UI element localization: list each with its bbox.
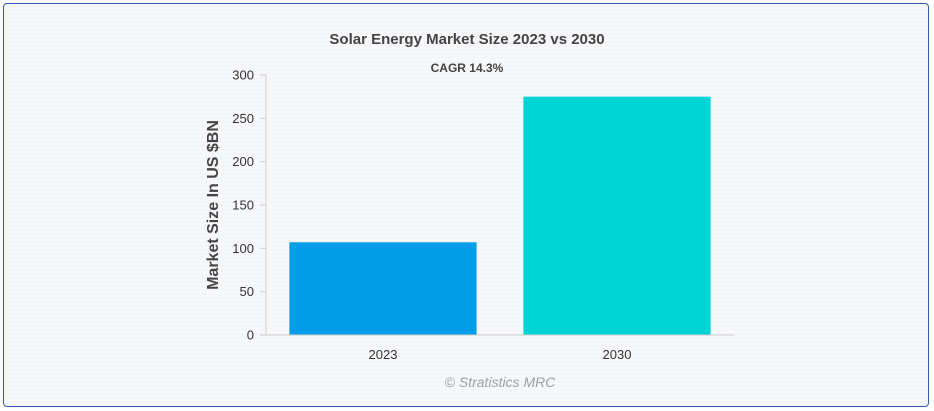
- bars-group: [289, 96, 711, 336]
- bar-2030: [523, 96, 711, 336]
- y-tick-label: 0: [247, 328, 254, 343]
- x-axis: 2023 2030: [266, 334, 734, 362]
- bar-2023: [289, 242, 477, 335]
- y-tick-label: 300: [232, 68, 254, 83]
- y-axis-label: Market Size In US $BN: [205, 120, 222, 290]
- y-tick-label: 100: [232, 241, 254, 256]
- y-tick-label: 250: [232, 111, 254, 126]
- y-axis: 0 50 100 150 200 250 300: [232, 68, 267, 343]
- y-tick-label: 150: [232, 198, 254, 213]
- y-tick-label: 200: [232, 154, 254, 169]
- chart-subtitle: CAGR 14.3%: [431, 61, 504, 75]
- x-tick-label: 2030: [603, 347, 632, 362]
- watermark-text: © Stratistics MRC: [445, 374, 557, 390]
- chart-title: Solar Energy Market Size 2023 vs 2030: [329, 31, 604, 48]
- y-tick-label: 50: [240, 284, 254, 299]
- x-tick-label: 2023: [369, 347, 398, 362]
- chart-frame: [3, 3, 929, 407]
